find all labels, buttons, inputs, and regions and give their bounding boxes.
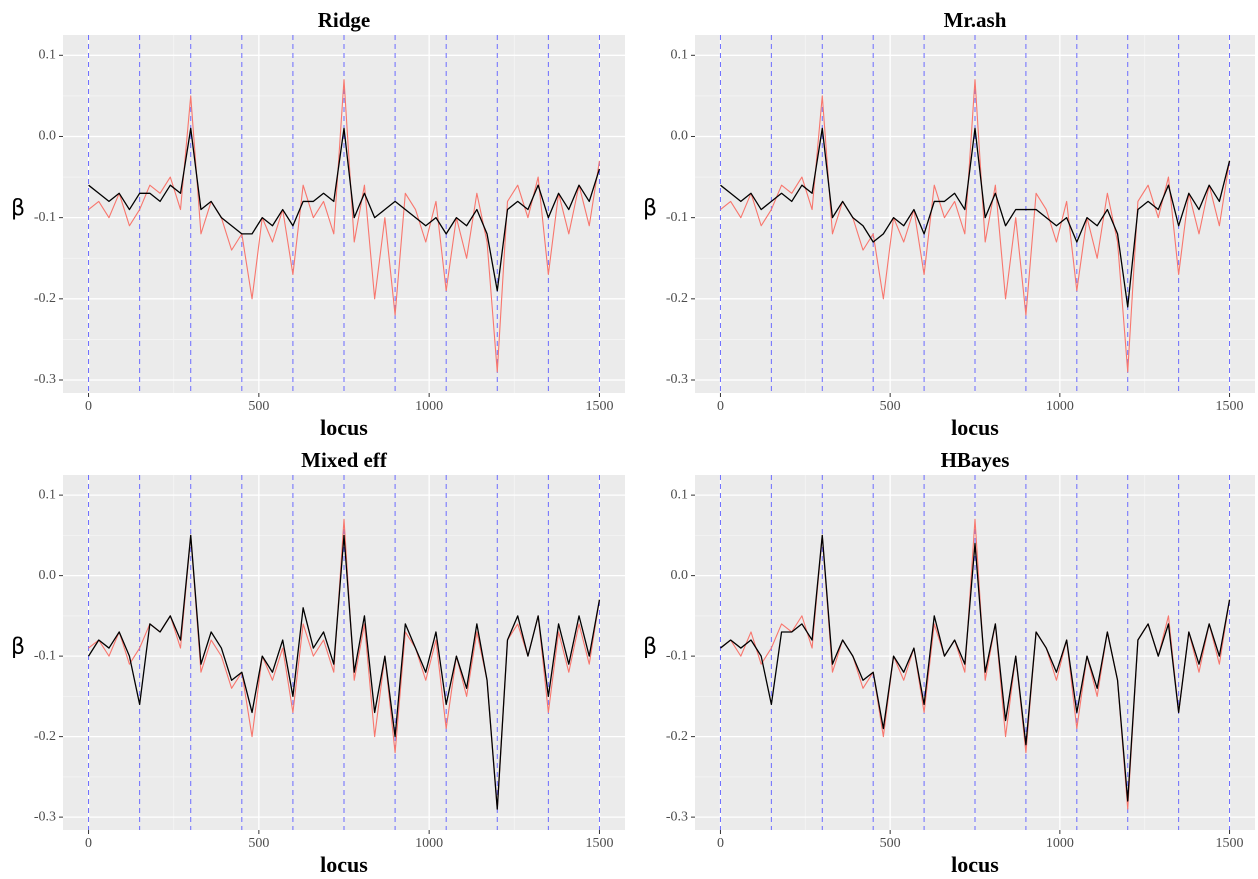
data-line [88,518,600,810]
x-tick-label: 0 [717,399,724,414]
y-tick-label: -0.3 [666,809,688,824]
y-tick-label: 0.0 [39,129,57,144]
x-tick-label: 1500 [585,836,613,851]
x-axis-label: locus [320,852,368,877]
y-tick-label: -0.1 [34,648,56,663]
y-tick-label: 0.1 [39,487,57,502]
y-tick-label: -0.3 [666,372,688,387]
y-tick-label: 0.0 [671,129,689,144]
chart-title: Mr.ash [944,8,1007,32]
x-tick-label: 1000 [1046,836,1074,851]
y-tick-label: -0.3 [34,809,56,824]
panel: 0.1 0.0 -0.1 -0.2 -0.3 0 500 1000 1500 Mixed eff l… [11,448,625,877]
y-tick-label: -0.2 [34,291,56,306]
chart-title: HBayes [941,448,1010,472]
y-axis-label: β [11,635,25,660]
y-tick-label: -0.1 [34,210,56,225]
panel: 0.1 0.0 -0.1 -0.2 -0.3 0 500 1000 1500 Ridge locus… [11,8,625,440]
x-tick-label: 500 [880,836,901,851]
y-tick-label: -0.2 [34,729,56,744]
x-tick-label: 0 [717,836,724,851]
y-tick-label: 0.0 [671,568,689,583]
data-line [88,534,601,810]
x-axis-label: locus [951,852,999,877]
x-tick-label: 500 [880,399,901,414]
data-line [720,534,1231,802]
y-tick-label: -0.3 [34,372,56,387]
y-axis-label: β [11,196,25,221]
y-tick-label: 0.0 [39,568,57,583]
x-tick-label: 1500 [1216,836,1244,851]
data-line [88,127,601,292]
x-tick-label: 1000 [1046,399,1074,414]
y-tick-label: -0.2 [666,729,688,744]
x-tick-label: 1500 [1216,399,1244,414]
x-axis-label: locus [951,415,999,440]
chart-title: Ridge [318,8,371,32]
chart-title: Mixed eff [301,448,388,472]
y-axis-label: β [643,635,657,660]
y-tick-label: 0.1 [671,487,689,502]
y-tick-label: 0.1 [39,48,57,63]
x-tick-label: 1500 [585,399,613,414]
panel: 0.1 0.0 -0.1 -0.2 -0.3 0 500 1000 1500 Mr.ash locu… [643,8,1255,440]
x-tick-label: 1000 [415,399,443,414]
x-tick-label: 0 [85,399,92,414]
x-tick-label: 500 [248,399,269,414]
x-tick-label: 1000 [415,836,443,851]
x-tick-label: 500 [248,836,269,851]
y-tick-label: -0.1 [666,648,688,663]
panel: 0.1 0.0 -0.1 -0.2 -0.3 0 500 1000 1500 HBayes locu… [643,448,1255,877]
y-tick-label: -0.1 [666,210,688,225]
x-axis-label: locus [320,415,368,440]
y-axis-label: β [643,196,657,221]
y-tick-label: 0.1 [671,48,689,63]
y-tick-label: -0.2 [666,291,688,306]
data-line [720,127,1231,308]
x-tick-label: 0 [85,836,92,851]
